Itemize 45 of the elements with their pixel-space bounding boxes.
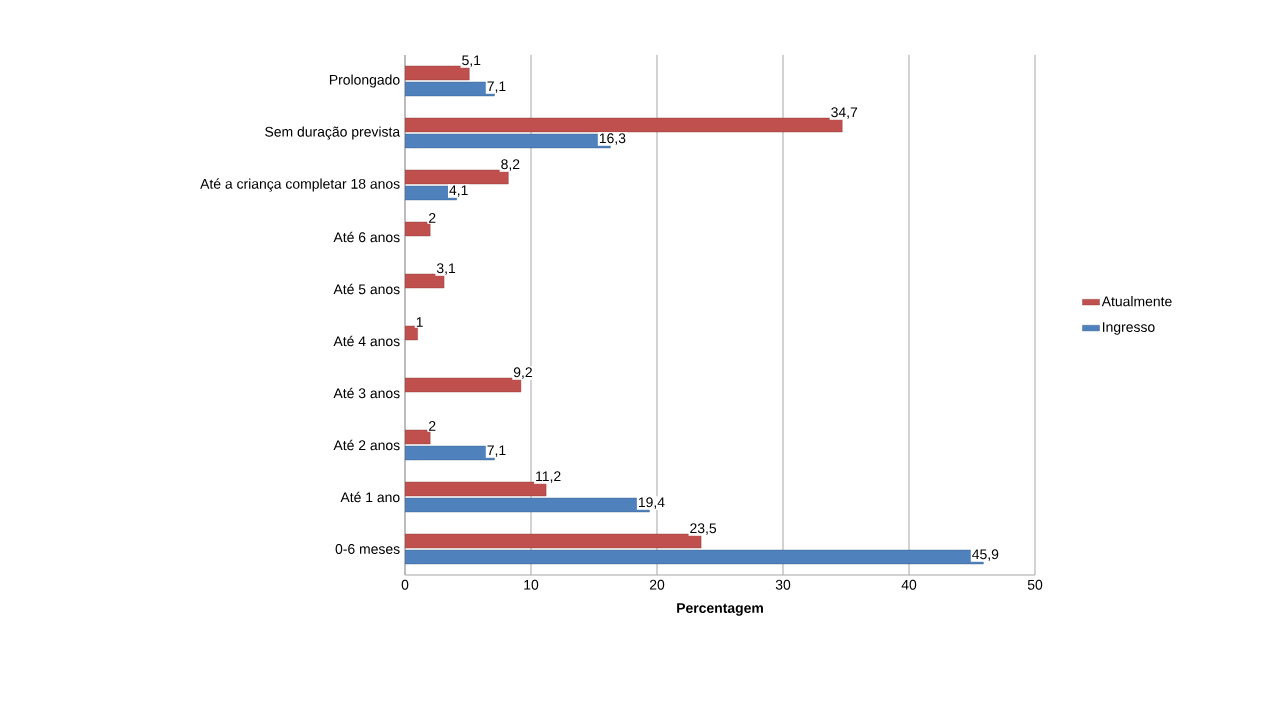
y-tick-label: Até 5 anos [333, 283, 400, 295]
bar [405, 117, 843, 133]
x-tick-label: 20 [649, 579, 665, 590]
data-label: 8,2 [501, 159, 520, 171]
data-label: 2 [429, 213, 436, 223]
x-tick-label: 10 [524, 579, 539, 590]
legend-label: Atualmente [1101, 296, 1172, 307]
data-label: 11,2 [536, 471, 561, 483]
y-tick-label: Até 6 anos [333, 231, 400, 243]
bar [405, 481, 547, 497]
data-label: 19,4 [638, 497, 665, 509]
data-label: 34,7 [831, 107, 858, 119]
y-tick-label: Até 2 anos [333, 439, 400, 451]
data-label: 23,5 [690, 523, 717, 535]
bar [405, 377, 522, 393]
bar [405, 429, 431, 445]
bar [405, 325, 418, 341]
y-tick-label: 0-6 meses [335, 544, 400, 554]
y-tick-label: Prolongado [329, 74, 400, 88]
bar [405, 65, 470, 81]
data-label: 5,1 [462, 55, 481, 67]
x-axis-title: Percentagem [677, 603, 763, 616]
y-tick-label: Até 3 anos [333, 387, 400, 399]
x-tick-label: 40 [901, 579, 917, 590]
data-label: 16,3 [599, 133, 626, 145]
data-label: 1 [416, 317, 423, 327]
data-label: 7,1 [487, 81, 506, 93]
bar [405, 169, 509, 185]
y-tick-label: Sem duração prevista [265, 126, 401, 140]
legend-label: Ingresso [1102, 322, 1155, 335]
data-label: 45,9 [972, 549, 999, 561]
data-label: 3,1 [436, 263, 456, 275]
bar [405, 533, 702, 549]
bar [405, 273, 445, 289]
bar [405, 221, 431, 237]
y-tick-label: Até a criança completar 18 anos [200, 178, 400, 192]
data-label: 7,1 [487, 445, 506, 457]
y-tick-label: Até 4 anos [333, 335, 400, 347]
x-tick-label: 50 [1027, 579, 1043, 590]
y-tick-label: Até 1 ano [340, 491, 400, 503]
x-tick-label: 30 [775, 579, 791, 590]
x-tick-label: 0 [401, 579, 409, 590]
data-label: 4,1 [449, 185, 468, 197]
data-label: 9,2 [513, 367, 532, 379]
data-label: 2 [429, 421, 436, 431]
